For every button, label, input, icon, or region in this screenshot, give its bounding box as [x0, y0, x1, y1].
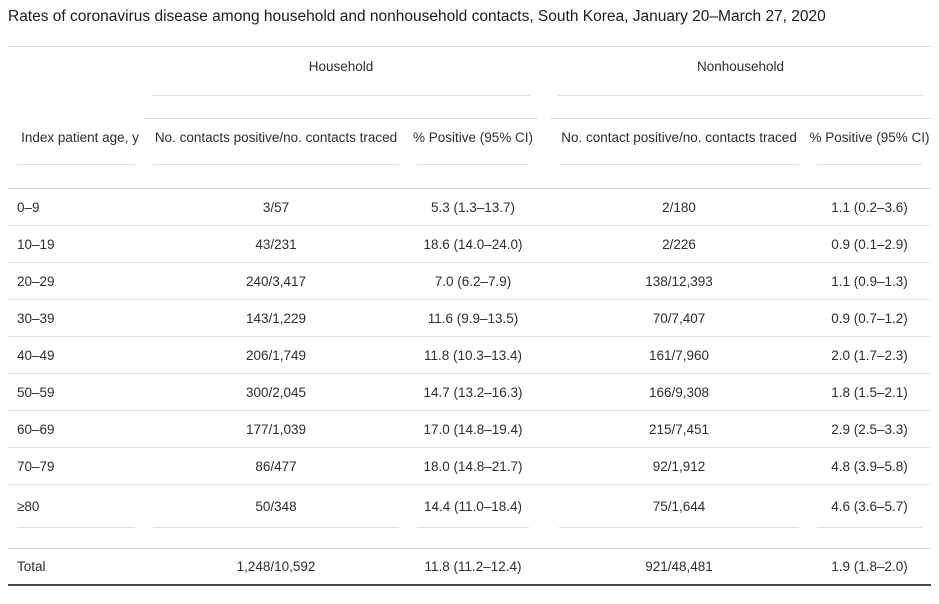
- column-gap: [538, 47, 550, 119]
- cell-nonhousehold-percent: 1.1 (0.2–3.6): [808, 189, 932, 226]
- cell-nonhousehold-percent: 4.6 (3.6–5.7): [808, 485, 931, 528]
- cell-nonhousehold-ratio: 70/7,407: [550, 300, 809, 337]
- cell-household-ratio: 300/2,045: [144, 374, 408, 411]
- table-row: 0–9 3/57 5.3 (1.3–13.7) 2/180 1.1 (0.2–3…: [8, 189, 932, 226]
- cell-nonhousehold-percent: 0.9 (0.7–1.2): [808, 300, 932, 337]
- table-row: 40–49 206/1,749 11.8 (10.3–13.4) 161/7,9…: [8, 337, 932, 374]
- table-row: ≥80 50/348 14.4 (11.0–18.4) 75/1,644 4.6…: [8, 485, 931, 528]
- column-gap: [538, 549, 551, 586]
- table-row: 50–59 300/2,045 14.7 (13.2–16.3) 166/9,3…: [8, 374, 932, 411]
- cell-age: 10–19: [8, 226, 144, 263]
- cell-household-percent: 11.6 (9.9–13.5): [408, 300, 539, 337]
- cell-household-percent: 11.8 (10.3–13.4): [408, 337, 539, 374]
- cell-nonhousehold-percent: 1.8 (1.5–2.1): [808, 374, 932, 411]
- cell-total-nonhousehold-ratio: 921/48,481: [550, 549, 809, 586]
- cell-nonhousehold-ratio: 92/1,912: [550, 448, 809, 485]
- col-header-nonhousehold-percent: % Positive (95% CI): [808, 119, 932, 189]
- cell-total-label: Total: [8, 549, 144, 586]
- contacts-rate-table: Household Nonhousehold Index patient age…: [8, 47, 932, 586]
- cell-nonhousehold-percent: 2.0 (1.7–2.3): [808, 337, 932, 374]
- table-row: 30–39 143/1,229 11.6 (9.9–13.5) 70/7,407…: [8, 300, 932, 337]
- column-header-row: Index patient age, y No. contacts positi…: [8, 119, 932, 189]
- cell-household-ratio: 50/348: [144, 485, 408, 528]
- table-row-total: Total 1,248/10,592 11.8 (11.2–12.4) 921/…: [8, 549, 932, 586]
- col-header-nonhousehold-ratio: No. contact positive/no. contacts traced: [550, 119, 809, 189]
- cell-age: 30–39: [8, 300, 144, 337]
- cell-age: 60–69: [8, 411, 144, 448]
- cell-household-ratio: 177/1,039: [144, 411, 408, 448]
- table-title: Rates of coronavirus disease among house…: [8, 0, 931, 47]
- group-header-nonhousehold: Nonhousehold: [550, 47, 932, 119]
- cell-nonhousehold-percent: 1.1 (0.9–1.3): [808, 263, 932, 300]
- group-header-household: Household: [144, 47, 539, 119]
- group-header-row: Household Nonhousehold: [8, 47, 932, 119]
- column-gap: [538, 300, 551, 337]
- cell-age: 40–49: [8, 337, 144, 374]
- column-gap: [538, 411, 551, 448]
- cell-household-percent: 18.0 (14.8–21.7): [408, 448, 539, 485]
- column-gap: [538, 226, 551, 263]
- col-header-household-percent: % Positive (95% CI): [408, 119, 539, 189]
- cell-nonhousehold-ratio: 75/1,644: [550, 485, 808, 528]
- cell-nonhousehold-ratio: 215/7,451: [550, 411, 809, 448]
- cell-household-percent: 14.4 (11.0–18.4): [408, 485, 538, 528]
- cell-nonhousehold-percent: 4.8 (3.9–5.8): [808, 448, 932, 485]
- cell-household-ratio: 86/477: [144, 448, 408, 485]
- column-gap: [538, 485, 550, 528]
- table-row: 60–69 177/1,039 17.0 (14.8–19.4) 215/7,4…: [8, 411, 932, 448]
- cell-household-ratio: 43/231: [144, 226, 408, 263]
- cell-nonhousehold-ratio: 2/180: [550, 189, 809, 226]
- col-header-age: Index patient age, y: [8, 119, 144, 189]
- table-row: 20–29 240/3,417 7.0 (6.2–7.9) 138/12,393…: [8, 263, 932, 300]
- column-gap: [538, 119, 551, 189]
- cell-nonhousehold-ratio: 138/12,393: [550, 263, 809, 300]
- cell-household-percent: 18.6 (14.0–24.0): [408, 226, 539, 263]
- cell-household-ratio: 206/1,749: [144, 337, 408, 374]
- cell-nonhousehold-ratio: 161/7,960: [550, 337, 809, 374]
- column-gap: [538, 374, 551, 411]
- table-page: Rates of coronavirus disease among house…: [8, 0, 932, 586]
- cell-nonhousehold-percent: 0.9 (0.1–2.9): [808, 226, 932, 263]
- column-gap: [538, 263, 551, 300]
- cell-nonhousehold-ratio: 166/9,308: [550, 374, 809, 411]
- table-row: 10–19 43/231 18.6 (14.0–24.0) 2/226 0.9 …: [8, 226, 932, 263]
- cell-nonhousehold-ratio: 2/226: [550, 226, 809, 263]
- cell-total-household-ratio: 1,248/10,592: [144, 549, 408, 586]
- table-row: 70–79 86/477 18.0 (14.8–21.7) 92/1,912 4…: [8, 448, 932, 485]
- cell-total-household-percent: 11.8 (11.2–12.4): [408, 549, 539, 586]
- cell-age: 50–59: [8, 374, 144, 411]
- cell-nonhousehold-percent: 2.9 (2.5–3.3): [808, 411, 932, 448]
- column-gap: [538, 337, 551, 374]
- cell-age: 70–79: [8, 448, 144, 485]
- cell-household-ratio: 3/57: [144, 189, 408, 226]
- cell-household-ratio: 143/1,229: [144, 300, 408, 337]
- column-gap: [538, 189, 551, 226]
- cell-age: 0–9: [8, 189, 144, 226]
- cell-household-percent: 14.7 (13.2–16.3): [408, 374, 539, 411]
- col-header-household-ratio: No. contacts positive/no. contacts trace…: [144, 119, 408, 189]
- cell-age: ≥80: [8, 485, 144, 528]
- group-header-empty: [8, 47, 144, 119]
- spacer-row: [8, 528, 932, 549]
- cell-household-percent: 5.3 (1.3–13.7): [408, 189, 539, 226]
- cell-household-percent: 17.0 (14.8–19.4): [408, 411, 539, 448]
- cell-total-nonhousehold-percent: 1.9 (1.8–2.0): [808, 549, 932, 586]
- cell-household-percent: 7.0 (6.2–7.9): [408, 263, 539, 300]
- cell-age: 20–29: [8, 263, 144, 300]
- column-gap: [538, 448, 551, 485]
- cell-household-ratio: 240/3,417: [144, 263, 408, 300]
